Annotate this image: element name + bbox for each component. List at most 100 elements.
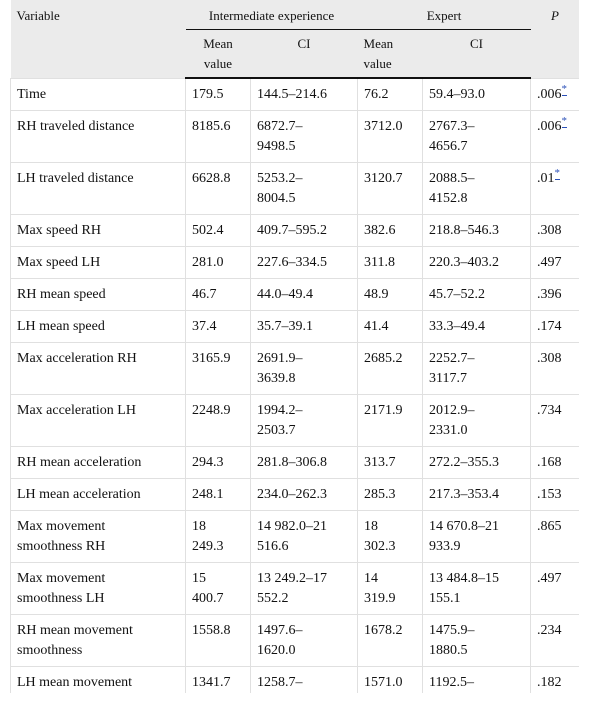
cell-text: 1258.7–1424.8 [257, 675, 303, 690]
cell-text: 76.2 [364, 87, 389, 102]
cell-text: 35.7–39.1 [257, 319, 313, 334]
cell-text: 248.1 [192, 487, 224, 502]
variable-cell: RH mean acceleration [10, 446, 186, 479]
cell-text: 2171.9 [364, 403, 403, 418]
cell-text: 227.6–334.5 [257, 255, 327, 270]
p-cell: .153 [530, 478, 579, 511]
mean-cell: 502.4 [185, 214, 251, 247]
ci-cell: 13 484.8–15 155.1 [422, 562, 532, 615]
ci-cell: 14 982.0–21 516.6 [249, 510, 359, 563]
mean-cell: 2248.9 [185, 394, 251, 447]
significance-marker[interactable]: * [561, 82, 568, 96]
p-cell: .865 [530, 510, 579, 563]
cell-text: LH mean movement smoothness [17, 675, 133, 690]
variable-cell: Max acceleration RH [10, 342, 186, 395]
cell-text: 2691.9–3639.8 [257, 351, 303, 386]
cell-text: 18 302.3 [364, 519, 396, 554]
cell-text: .497 [537, 255, 562, 270]
cell-text: .234 [537, 623, 562, 638]
cell-text: RH mean movement smoothness [17, 623, 133, 658]
p-cell: .497 [530, 246, 579, 279]
table-row: Max movement smoothness RH 18 249.3 14 982… [10, 510, 579, 563]
cell-text: 217.3–353.4 [429, 487, 500, 502]
p-cell: .234 [530, 614, 579, 667]
ci-cell: 13 249.2–17 552.2 [249, 562, 359, 615]
cell-text: 2248.9 [192, 403, 231, 418]
mean-cell: 311.8 [357, 246, 424, 279]
header-p: P [530, 0, 579, 78]
ci-cell: 1192.5–1949.4 [422, 666, 532, 693]
header-ci: CI [250, 29, 358, 79]
mean-cell: 1571.0 [357, 666, 424, 693]
cell-text: 1497.6–1620.0 [257, 623, 303, 658]
table-body: Time 179.5 144.5–214.6 76.2 59.4–93.0.006* RH… [10, 77, 579, 693]
cell-text: 14 670.8–21 933.9 [429, 519, 500, 554]
mean-cell: 6628.8 [185, 162, 251, 215]
cell-text: .497 [537, 571, 562, 586]
header-group: Expert [357, 0, 531, 30]
cell-text: 220.3–403.2 [429, 255, 500, 270]
cell-text: RH mean acceleration [17, 455, 142, 470]
mean-cell: 14 319.9 [357, 562, 424, 615]
cell-text: 8185.6 [192, 119, 231, 134]
p-cell: .01* [530, 162, 579, 215]
cell-text: .396 [537, 287, 562, 302]
ci-cell: 272.2–355.3 [422, 446, 532, 479]
variable-cell: Max speed RH [10, 214, 186, 247]
cell-text: 281.8–306.8 [257, 455, 327, 470]
p-cell: .497 [530, 562, 579, 615]
cell-text: 13 484.8–15 155.1 [429, 571, 500, 606]
cell-text: .168 [537, 455, 562, 470]
cell-text: 2767.3–4656.7 [429, 119, 475, 154]
cell-text: 2685.2 [364, 351, 403, 366]
ci-cell: 281.8–306.8 [249, 446, 359, 479]
p-cell: .168 [530, 446, 579, 479]
cell-text: 1192.5–1949.4 [429, 675, 474, 690]
cell-text: 3165.9 [192, 351, 231, 366]
ci-cell: 2012.9–2331.0 [422, 394, 532, 447]
p-cell: .174 [530, 310, 579, 343]
ci-cell: 35.7–39.1 [249, 310, 359, 343]
cell-text: 294.3 [192, 455, 224, 470]
cell-text: 6872.7–9498.5 [257, 119, 303, 154]
ci-cell: 2767.3–4656.7 [422, 110, 532, 163]
cell-text: Time [17, 86, 47, 102]
cell-text: 2252.7–3117.7 [429, 351, 475, 386]
cell-text: Max speed RH [17, 223, 101, 238]
significance-marker[interactable]: * [561, 115, 568, 129]
ci-cell: 14 670.8–21 933.9 [422, 510, 532, 563]
ci-cell: 59.4–93.0 [422, 77, 532, 111]
data-table: Variable Intermediate experience Expert … [10, 0, 579, 693]
mean-cell: 1678.2 [357, 614, 424, 667]
mean-cell: 248.1 [185, 478, 251, 511]
cell-text: .182 [537, 675, 562, 690]
cell-text: 3120.7 [364, 171, 403, 186]
cell-text: 285.3 [364, 487, 396, 502]
cell-text: 382.6 [364, 223, 396, 238]
cell-text: Max acceleration RH [17, 351, 137, 366]
variable-cell: LH mean acceleration [10, 478, 186, 511]
table-row: Time 179.5 144.5–214.6 76.2 59.4–93.0 .006* [10, 77, 579, 111]
ci-cell: 218.8–546.3 [422, 214, 532, 247]
significance-marker[interactable]: * [554, 167, 561, 181]
mean-cell: 3165.9 [185, 342, 251, 395]
cell-text: 18 249.3 [192, 519, 224, 554]
mean-cell: 2685.2 [357, 342, 424, 395]
ci-cell: 220.3–403.2 [422, 246, 532, 279]
p-cell: .006* [530, 77, 579, 111]
ci-cell: 2691.9–3639.8 [249, 342, 359, 395]
table-row: Max speed LH 281.0 227.6–334.5 311.8 220.3–4… [10, 246, 579, 279]
table-row: RH mean movement smoothness 1558.8 1497.6–… [10, 614, 579, 667]
mean-cell: 3712.0 [357, 110, 424, 163]
mean-cell: 313.7 [357, 446, 424, 479]
cell-text: 1994.2–2503.7 [257, 403, 303, 438]
ci-cell: 6872.7–9498.5 [249, 110, 359, 163]
ci-cell: 409.7–595.2 [249, 214, 359, 247]
cell-text: 5253.2–8004.5 [257, 171, 303, 206]
cell-text: 14 319.9 [364, 571, 396, 606]
ci-cell: 2088.5–4152.8 [422, 162, 532, 215]
ci-cell: 45.7–52.2 [422, 278, 532, 311]
cell-text: .865 [537, 519, 562, 534]
mean-cell: 1341.7 [185, 666, 251, 693]
cell-text: 218.8–546.3 [429, 223, 500, 238]
